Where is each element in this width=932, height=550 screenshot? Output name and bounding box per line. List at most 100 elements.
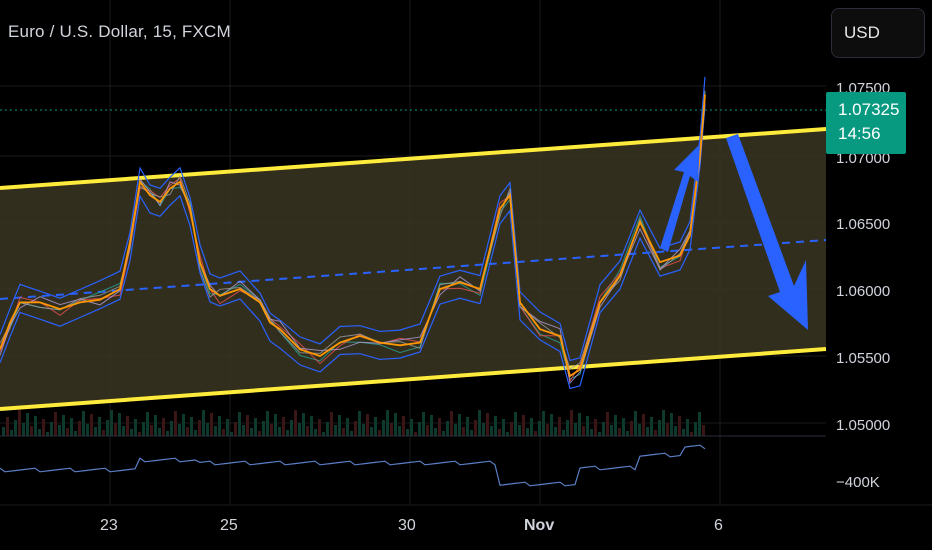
volume-bar	[14, 420, 17, 436]
volume-bar	[598, 432, 601, 436]
volume-bar	[462, 427, 465, 436]
volume-bar	[30, 426, 33, 436]
volume-bar	[318, 419, 321, 436]
volume-bar	[590, 429, 593, 436]
volume-bar	[206, 423, 209, 436]
volume-bar	[566, 420, 569, 436]
time-tick: 6	[714, 517, 723, 534]
volume-bar	[290, 420, 293, 436]
time-axis[interactable]: 23 25 30 Nov 6	[100, 517, 723, 534]
channel-upper-line[interactable]	[0, 127, 827, 190]
volume-bar	[694, 422, 697, 436]
volume-bar	[46, 432, 49, 436]
volume-bar	[42, 419, 45, 436]
volume-bar	[314, 429, 317, 436]
volume-bar	[438, 418, 441, 436]
volume-bar	[306, 426, 309, 436]
volume-bar	[370, 427, 373, 436]
volume-bar	[682, 429, 685, 436]
bb-upper-band	[0, 76, 706, 362]
volume-bar	[38, 429, 41, 436]
volume-bar	[10, 430, 13, 436]
volume-bar	[334, 425, 337, 436]
volume-bar	[482, 423, 485, 436]
volume-bar	[690, 432, 693, 436]
volume-bar	[98, 417, 101, 436]
volume-bar	[554, 427, 557, 436]
volume-bar	[226, 419, 229, 436]
volume-bar	[558, 417, 561, 436]
volume-bar	[330, 412, 333, 436]
volume-bar	[58, 425, 61, 436]
volume-bar	[202, 410, 205, 436]
volume-bar	[298, 423, 301, 436]
time-tick: 25	[220, 517, 238, 534]
volume-bar	[490, 426, 493, 436]
price-tick: 1.06500	[836, 216, 890, 233]
volume-bar	[526, 428, 529, 436]
volume-bar	[250, 428, 253, 436]
volume-bar	[550, 414, 553, 436]
volume-bar	[350, 431, 353, 436]
volume-bar	[518, 425, 521, 436]
volume-bar	[106, 420, 109, 436]
volume-bar	[602, 422, 605, 436]
channel-lower-line[interactable]	[0, 347, 827, 411]
up-arrow[interactable]	[660, 144, 700, 252]
time-tick: Nov	[524, 517, 554, 534]
volume-bar	[194, 430, 197, 436]
volume-bar	[642, 414, 645, 436]
volume-bar	[410, 419, 413, 436]
volume-bar	[574, 423, 577, 436]
volume-bar	[386, 410, 389, 436]
volume-bar	[210, 413, 213, 436]
down-arrow[interactable]	[726, 134, 808, 330]
volume-bar	[270, 424, 273, 436]
volume-bar	[162, 418, 165, 436]
current-price-value: 1.07325	[838, 100, 900, 119]
volume-bar	[650, 417, 653, 436]
volume-bar	[354, 421, 357, 436]
price-tick: 1.07000	[836, 150, 890, 167]
volume-bar	[402, 416, 405, 436]
ema-line	[0, 94, 706, 378]
volume-bar	[658, 420, 661, 436]
volume-bar	[78, 421, 81, 436]
volume-bar	[310, 416, 313, 436]
volume-bar	[122, 426, 125, 436]
volume-bar	[266, 411, 269, 436]
volume-bar	[442, 431, 445, 436]
indicator-line	[0, 444, 706, 487]
volume-bar	[486, 413, 489, 436]
volume-bar	[498, 429, 501, 436]
volume-bar	[494, 416, 497, 436]
volume-bar	[6, 417, 9, 436]
volume-bar	[158, 428, 161, 436]
symbol-title[interactable]: Euro / U.S. Dollar, 15, FXCM	[8, 22, 231, 41]
volume-bar	[326, 422, 329, 436]
volume-bar	[186, 427, 189, 436]
volume-bar	[66, 428, 69, 436]
volume-bar	[338, 415, 341, 436]
current-price-tag: 1.07325 14:56	[826, 92, 906, 154]
volume-bar	[458, 414, 461, 436]
volume-bar	[586, 416, 589, 436]
volume-bar	[114, 423, 117, 436]
volume-bar	[394, 413, 397, 436]
volume-bar	[62, 415, 65, 436]
volume-bar	[570, 410, 573, 436]
volume-bar	[614, 415, 617, 436]
volume-bar	[562, 430, 565, 436]
price-axis[interactable]: 1.07500 1.07000 1.06500 1.06000 1.05500 …	[836, 80, 890, 491]
currency-button[interactable]: USD	[831, 8, 925, 58]
volume-bar	[118, 413, 121, 436]
volume-bar	[102, 430, 105, 436]
volume-bar	[446, 421, 449, 436]
volume-bar	[218, 416, 221, 436]
volume-bar	[470, 430, 473, 436]
volume-bar	[382, 420, 385, 436]
volume-bar	[678, 416, 681, 436]
volume-bar	[454, 424, 457, 436]
volume-bar	[450, 411, 453, 436]
